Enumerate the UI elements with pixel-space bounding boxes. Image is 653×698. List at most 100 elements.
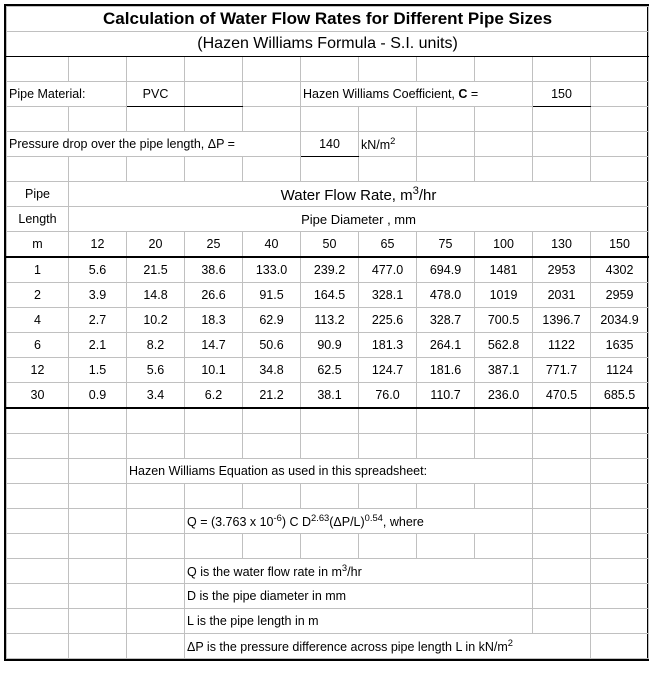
table-row: 30 0.9 3.4 6.2 21.2 38.1 76.0 110.7 236.… — [7, 383, 649, 409]
flow-value: 2959 — [591, 283, 649, 308]
flow-value: 133.0 — [243, 257, 301, 283]
flow-value: 38.6 — [185, 257, 243, 283]
flow-value: 181.6 — [417, 358, 475, 383]
flow-value: 1481 — [475, 257, 533, 283]
flow-value: 1122 — [533, 333, 591, 358]
pipe-col-header-2: Length — [7, 207, 69, 232]
diameter-value: 50 — [301, 232, 359, 258]
flow-value: 90.9 — [301, 333, 359, 358]
table-row: 4 2.7 10.2 18.3 62.9 113.2 225.6 328.7 7… — [7, 308, 649, 333]
diameter-value: 130 — [533, 232, 591, 258]
diameter-value: 40 — [243, 232, 301, 258]
hw-coeff-label: Hazen Williams Coefficient, C = — [301, 82, 533, 107]
flow-value: 1124 — [591, 358, 649, 383]
length-unit: m — [7, 232, 69, 258]
flow-value: 8.2 — [127, 333, 185, 358]
flow-value: 91.5 — [243, 283, 301, 308]
diameter-row: m 12 20 25 40 50 65 75 100 130 150 — [7, 232, 649, 258]
flow-value: 124.7 — [359, 358, 417, 383]
flow-value: 225.6 — [359, 308, 417, 333]
flow-value: 1635 — [591, 333, 649, 358]
flow-value: 2031 — [533, 283, 591, 308]
flow-value: 110.7 — [417, 383, 475, 409]
flow-value: 387.1 — [475, 358, 533, 383]
definition-q: Q is the water flow rate in m3/hr — [185, 559, 533, 584]
definition-l: L is the pipe length in m — [185, 609, 533, 634]
spreadsheet-region: Calculation of Water Flow Rates for Diff… — [4, 4, 649, 661]
flow-value: 21.5 — [127, 257, 185, 283]
definition-dp: ΔP is the pressure difference across pip… — [185, 634, 591, 659]
flow-value: 10.2 — [127, 308, 185, 333]
flow-value: 685.5 — [591, 383, 649, 409]
length-value: 4 — [7, 308, 69, 333]
flow-value: 3.4 — [127, 383, 185, 409]
flow-value: 700.5 — [475, 308, 533, 333]
pressure-drop-label: Pressure drop over the pipe length, ΔP = — [7, 132, 301, 157]
flow-value: 328.1 — [359, 283, 417, 308]
flow-value: 62.9 — [243, 308, 301, 333]
flow-value: 1019 — [475, 283, 533, 308]
table-row: 1 5.6 21.5 38.6 133.0 239.2 477.0 694.9 … — [7, 257, 649, 283]
flow-value: 34.8 — [243, 358, 301, 383]
flow-value: 6.2 — [185, 383, 243, 409]
table-row: 12 1.5 5.6 10.1 34.8 62.5 124.7 181.6 38… — [7, 358, 649, 383]
diameter-value: 75 — [417, 232, 475, 258]
diameter-value: 20 — [127, 232, 185, 258]
pipe-material-value[interactable]: PVC — [127, 82, 185, 107]
flow-value: 2.1 — [69, 333, 127, 358]
flow-value: 239.2 — [301, 257, 359, 283]
diameter-value: 150 — [591, 232, 649, 258]
pipe-col-header-1: Pipe — [7, 182, 69, 207]
length-value: 2 — [7, 283, 69, 308]
equation-intro: Hazen Williams Equation as used in this … — [127, 459, 533, 484]
length-value: 6 — [7, 333, 69, 358]
pressure-drop-value[interactable]: 140 — [301, 132, 359, 157]
table-row: 2 3.9 14.8 26.6 91.5 164.5 328.1 478.0 1… — [7, 283, 649, 308]
flow-value: 26.6 — [185, 283, 243, 308]
flow-value: 164.5 — [301, 283, 359, 308]
flow-value: 694.9 — [417, 257, 475, 283]
diameter-value: 65 — [359, 232, 417, 258]
length-value: 12 — [7, 358, 69, 383]
flow-value: 14.8 — [127, 283, 185, 308]
flow-value: 50.6 — [243, 333, 301, 358]
flow-value: 264.1 — [417, 333, 475, 358]
flow-value: 328.7 — [417, 308, 475, 333]
flow-value: 5.6 — [127, 358, 185, 383]
flow-value: 18.3 — [185, 308, 243, 333]
flow-value: 1.5 — [69, 358, 127, 383]
diameter-value: 25 — [185, 232, 243, 258]
flow-value: 0.9 — [69, 383, 127, 409]
flow-value: 113.2 — [301, 308, 359, 333]
equation-formula: Q = (3.763 x 10-6) C D2.63(ΔP/L)0.54, wh… — [185, 509, 533, 534]
worksheet-table: Calculation of Water Flow Rates for Diff… — [6, 6, 649, 659]
flow-value: 2.7 — [69, 308, 127, 333]
flow-value: 1396.7 — [533, 308, 591, 333]
length-value: 30 — [7, 383, 69, 409]
flow-value: 76.0 — [359, 383, 417, 409]
definition-d: D is the pipe diameter in mm — [185, 584, 533, 609]
flow-value: 21.2 — [243, 383, 301, 409]
flow-value: 771.7 — [533, 358, 591, 383]
table-row: 6 2.1 8.2 14.7 50.6 90.9 181.3 264.1 562… — [7, 333, 649, 358]
length-value: 1 — [7, 257, 69, 283]
diameter-value: 100 — [475, 232, 533, 258]
flow-value: 4302 — [591, 257, 649, 283]
flow-value: 10.1 — [185, 358, 243, 383]
flow-value: 562.8 — [475, 333, 533, 358]
flow-value: 470.5 — [533, 383, 591, 409]
diameter-value: 12 — [69, 232, 127, 258]
title-line-2: (Hazen Williams Formula - S.I. units) — [7, 32, 649, 57]
flow-value: 3.9 — [69, 283, 127, 308]
flow-value: 5.6 — [69, 257, 127, 283]
flow-rate-header: Water Flow Rate, m3/hr — [69, 182, 649, 207]
flow-value: 478.0 — [417, 283, 475, 308]
flow-value: 236.0 — [475, 383, 533, 409]
flow-value: 62.5 — [301, 358, 359, 383]
pipe-material-label: Pipe Material: — [7, 82, 127, 107]
flow-value: 477.0 — [359, 257, 417, 283]
hw-coeff-value[interactable]: 150 — [533, 82, 591, 107]
title-line-1: Calculation of Water Flow Rates for Diff… — [7, 7, 649, 32]
diameter-header: Pipe Diameter , mm — [69, 207, 649, 232]
flow-value: 38.1 — [301, 383, 359, 409]
